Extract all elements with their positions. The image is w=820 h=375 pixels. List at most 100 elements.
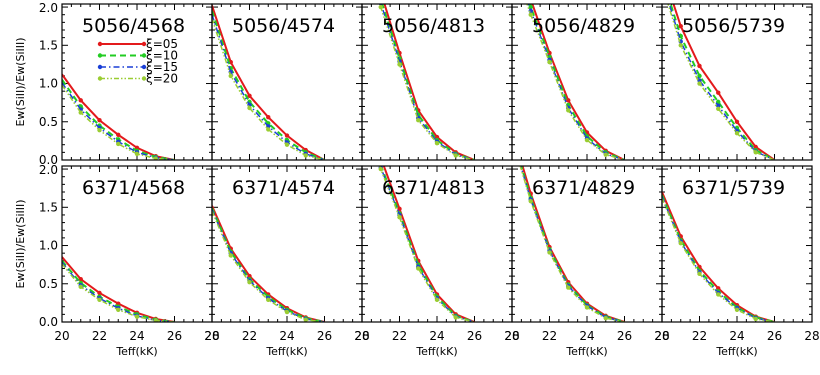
series-point (434, 140, 440, 146)
y-tick-label: 0.0 (39, 153, 58, 167)
series-point (378, 4, 383, 6)
x-tick-label: 28 (204, 329, 219, 343)
panel-title: 5056/4813 (382, 15, 485, 37)
x-tick-label: 20 (654, 329, 669, 343)
x-tick-label: 24 (279, 329, 294, 343)
x-tick-label: 24 (729, 329, 744, 343)
series-line-xi05 (382, 166, 475, 322)
panel-title: 6371/4574 (232, 177, 335, 199)
panel-frame (661, 165, 813, 323)
series-point (734, 119, 740, 124)
legend-label: ξ=05 (146, 37, 178, 51)
x-tick-label: 22 (392, 329, 407, 343)
panel-6371-4829: 6371/4829 20 22 24 26 28 Teff(kK) (504, 165, 670, 358)
series-point (284, 309, 290, 315)
x-tick-label: 26 (167, 329, 182, 343)
x-tick-label: 26 (617, 329, 632, 343)
series-line-xi20 (378, 166, 475, 322)
legend-marker (141, 41, 147, 47)
x-axis-label: Teff(kK) (415, 345, 457, 358)
panel-5056-4574: 5056/4574 (211, 3, 363, 161)
series-point (528, 198, 533, 204)
series-point (228, 253, 233, 258)
series-point (678, 23, 683, 29)
panel-title: 6371/4813 (382, 177, 485, 199)
series-point (397, 62, 402, 67)
panel-series-group (212, 205, 325, 322)
series-point (116, 141, 121, 147)
panel-series-group (378, 166, 475, 322)
series-point (416, 266, 421, 271)
series-point (97, 297, 102, 303)
series-point (78, 276, 83, 282)
series-line-xi05 (662, 191, 775, 322)
x-tick-label: 26 (317, 329, 332, 343)
series-point (303, 317, 308, 322)
y-axis-label: Ew(SiII)/Ew(SiIII) (14, 37, 27, 126)
series-point (453, 153, 458, 158)
series-point (529, 0, 533, 2)
panel-series-group (519, 166, 625, 322)
panel-6371-4813: 6371/4813 20 22 24 26 28 Teff(kK) (354, 165, 520, 358)
series-line-xi20 (62, 263, 175, 322)
x-tick-label: 24 (129, 329, 144, 343)
y-tick-label: 1.0 (39, 77, 58, 91)
x-tick-label: 22 (692, 329, 707, 343)
series-point (78, 98, 83, 103)
panel-title: 5056/5739 (682, 15, 785, 37)
series-point (716, 106, 721, 111)
series-point (603, 315, 608, 321)
y-tick-label: 1.5 (39, 200, 58, 214)
series-point (416, 118, 421, 123)
panel-series-group (378, 4, 475, 160)
series-point (697, 271, 702, 277)
legend-marker (141, 53, 147, 58)
series-point (153, 156, 158, 160)
x-tick-label: 28 (354, 329, 369, 343)
series-point (116, 301, 121, 306)
series-line-xi05 (62, 73, 175, 160)
series-point (566, 98, 571, 103)
series-point (547, 250, 552, 255)
series-line-xi15 (379, 166, 475, 322)
series-point (153, 318, 158, 322)
panel-5056-4568: 5056/4568 0.0 0.5 1.0 1.5 2.0 (39, 1, 213, 167)
x-tick-label: 22 (242, 329, 257, 343)
legend-marker (97, 64, 103, 70)
series-point (584, 137, 590, 143)
series-point (116, 132, 121, 137)
series-point (97, 118, 102, 123)
series-point (528, 4, 533, 10)
series-point (678, 241, 683, 246)
series-point (566, 108, 571, 113)
series-point (753, 150, 758, 155)
x-tick-label: 24 (429, 329, 444, 343)
x-tick-label: 20 (504, 329, 519, 343)
y-tick-label: 1.0 (39, 239, 58, 253)
y-axis-label: Ew(SiII)/Ew(SiIII) (14, 199, 27, 288)
x-tick-label: 28 (654, 329, 669, 343)
series-point (734, 131, 740, 136)
panel-title: 6371/5739 (682, 177, 785, 199)
series-point (97, 290, 102, 296)
series-point (434, 134, 440, 140)
x-tick-label: 20 (204, 329, 219, 343)
series-point (753, 144, 758, 150)
y-tick-label: 0.0 (39, 315, 58, 329)
legend-label: ξ=15 (146, 60, 178, 74)
series-line-xi15 (212, 209, 325, 322)
panel-series-group (62, 73, 175, 160)
series-point (247, 93, 252, 98)
legend-label: ξ=20 (146, 72, 178, 86)
series-point (734, 307, 740, 312)
panel-title: 6371/4829 (532, 177, 635, 199)
series-point (266, 127, 271, 132)
panel-series-group (662, 191, 775, 322)
x-tick-label: 20 (54, 329, 69, 343)
series-point (528, 12, 533, 17)
series-line-xi20 (662, 197, 775, 322)
y-tick-label: 1.5 (39, 38, 58, 52)
series-point (716, 292, 721, 297)
panel-series-group (62, 256, 175, 322)
